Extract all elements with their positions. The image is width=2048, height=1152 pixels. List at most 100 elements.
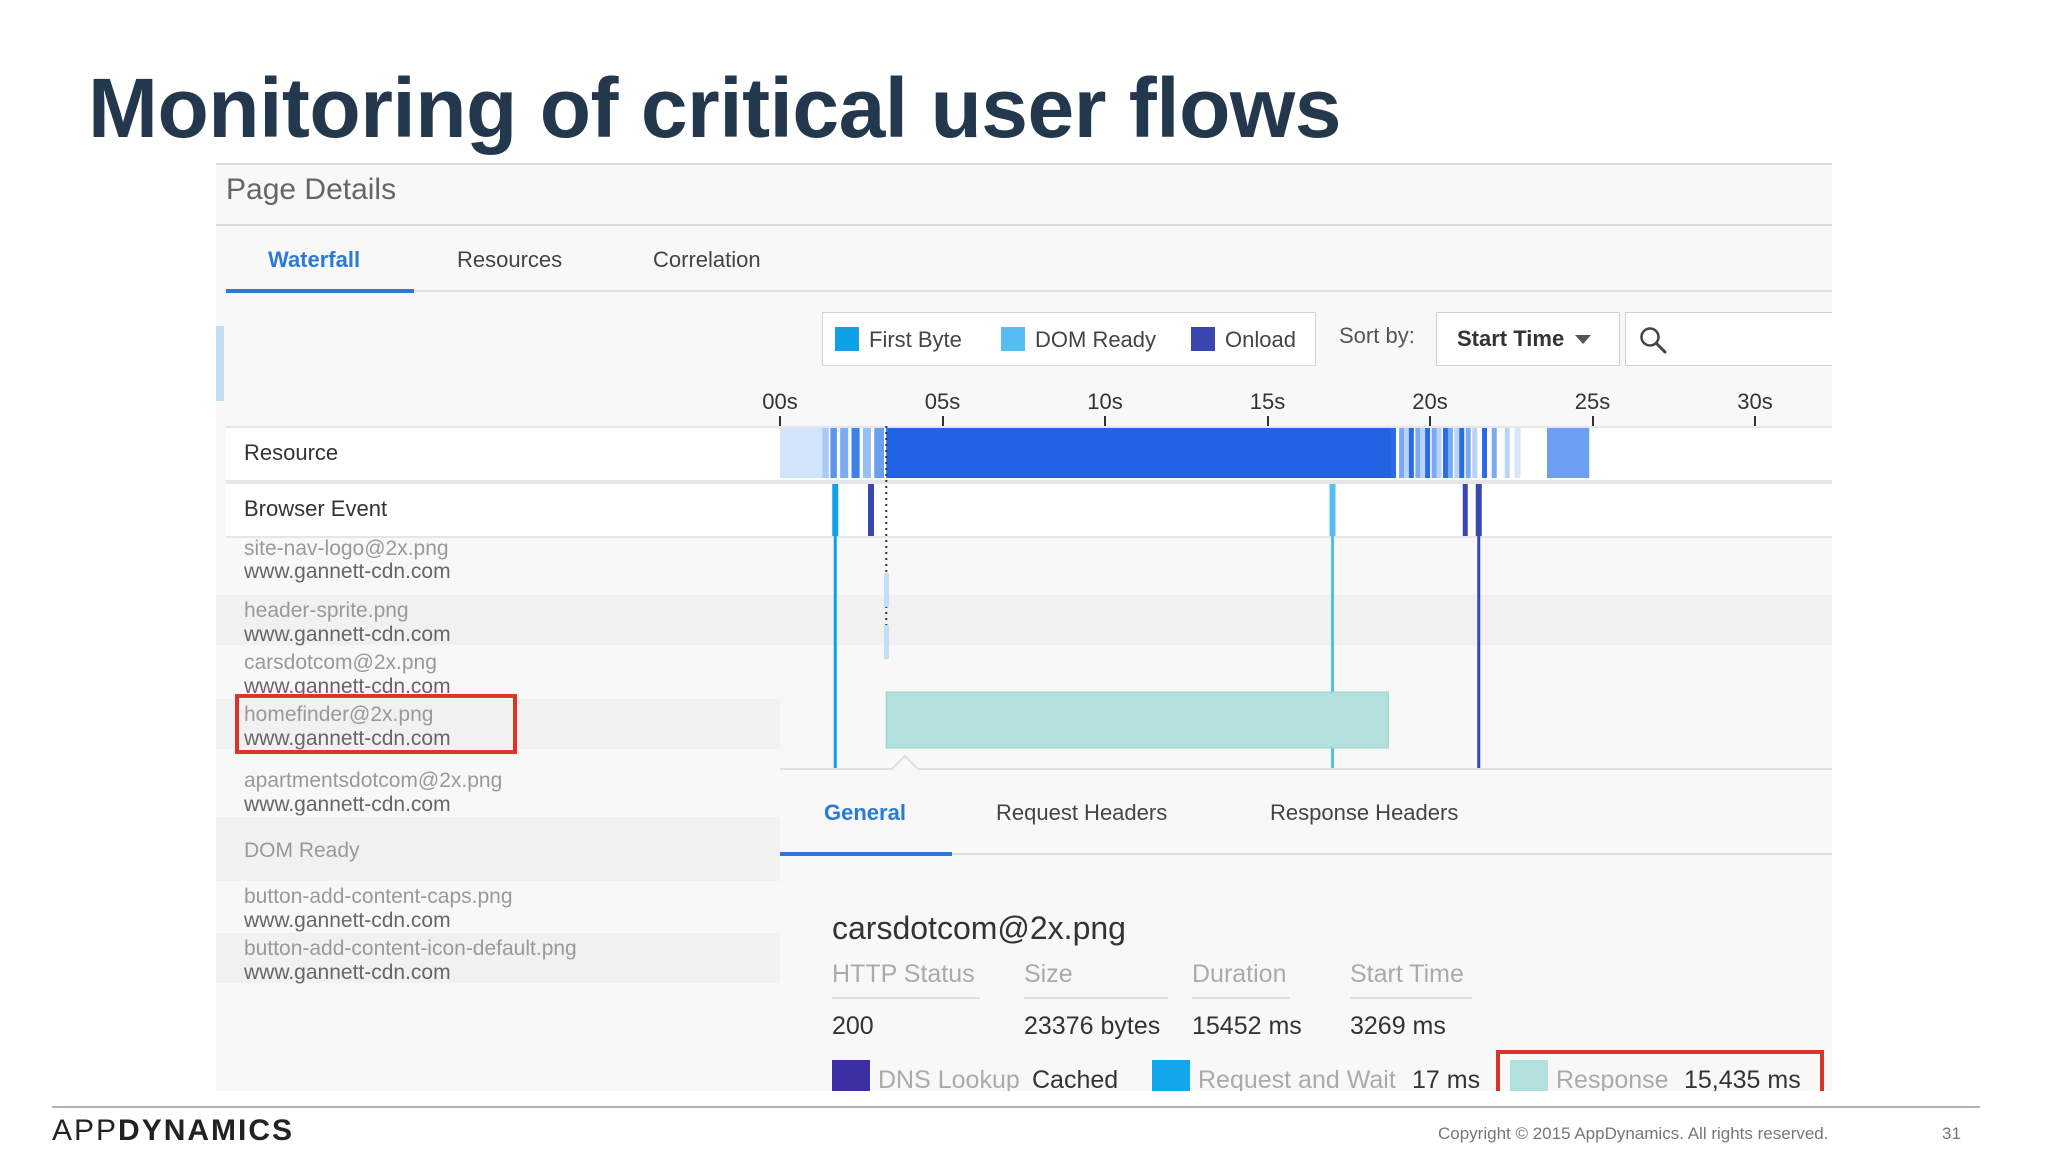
- tab-response-headers[interactable]: Response Headers: [1270, 800, 1459, 825]
- page-details-panel: Page Details Waterfall Resources Correla…: [216, 163, 1832, 1091]
- list-item[interactable]: DOM Ready: [216, 817, 780, 881]
- highlight-box-resource: [235, 694, 517, 754]
- duration-value: 15452 ms: [1192, 1012, 1302, 1040]
- axis-tick: [1104, 416, 1106, 426]
- search-input[interactable]: [1625, 312, 1832, 366]
- tab-request-headers[interactable]: Request Headers: [996, 800, 1168, 825]
- resource-bar-segment: [1491, 428, 1497, 478]
- tab-general[interactable]: General: [824, 800, 906, 825]
- axis-tick-label: 30s: [1737, 389, 1773, 414]
- copyright-text: Copyright © 2015 AppDynamics. All rights…: [1438, 1124, 1829, 1143]
- first-byte-marker: [832, 484, 839, 536]
- size-value: 23376 bytes: [1024, 1012, 1161, 1040]
- list-item[interactable]: apartmentsdotcom@2x.png www.gannett-cdn.…: [216, 765, 780, 816]
- resource-row-label: Resource: [244, 440, 339, 465]
- legend-dom-ready: DOM Ready: [1035, 327, 1157, 352]
- detail-title: carsdotcom@2x.png: [832, 910, 1126, 946]
- resource-bar-segment: [1447, 428, 1453, 478]
- detail-tabbar-divider: [780, 853, 1832, 855]
- resource-name: button-add-content-caps.png: [244, 885, 513, 908]
- size-header: Size: [1024, 960, 1168, 999]
- onload-marker: [1462, 484, 1468, 536]
- appdynamics-logo: APPDYNAMICS: [52, 1114, 294, 1148]
- timing-legend: First Byte DOM Ready Onload: [822, 312, 1316, 366]
- resource-request-bar: [884, 573, 889, 607]
- resource-name: button-add-content-icon-default.png: [244, 937, 577, 960]
- dom-ready-event-label: DOM Ready: [244, 839, 360, 862]
- resource-domain: www.gannett-cdn.com: [244, 909, 451, 932]
- resource-name: apartmentsdotcom@2x.png: [244, 769, 503, 792]
- list-item[interactable]: homefinder@2x.png www.gannett-cdn.com: [216, 699, 780, 750]
- resource-name: homefinder@2x.png: [244, 703, 434, 726]
- slide-title: Monitoring of critical user flows: [88, 61, 1341, 155]
- active-tab-indicator: [226, 289, 414, 293]
- onload-marker: [1475, 484, 1482, 536]
- search-icon[interactable]: [1638, 325, 1668, 355]
- resource-bar-segment: [862, 428, 871, 478]
- brand-bold: DYNAMICS: [118, 1114, 295, 1147]
- axis-tick: [1591, 416, 1594, 426]
- list-item[interactable]: header-sprite.png www.gannett-cdn.com: [216, 595, 1832, 646]
- dns-lookup-swatch: [832, 1060, 870, 1091]
- left-scroll-accent: [216, 326, 224, 401]
- tab-correlation[interactable]: Correlation: [653, 247, 761, 272]
- highlight-box-response: [1496, 1050, 1824, 1091]
- resource-bar-segment: [840, 428, 849, 478]
- resource-domain: www.gannett-cdn.com: [244, 675, 451, 698]
- resource-name: site-nav-logo@2x.png: [244, 537, 449, 560]
- axis-tick-label: 15s: [1249, 389, 1286, 414]
- axis-tick-label: 20s: [1412, 389, 1448, 414]
- browser-event-row-label: Browser Event: [244, 496, 388, 521]
- axis-tick: [941, 416, 944, 426]
- page-number: 31: [1942, 1124, 1961, 1143]
- sort-select[interactable]: Start Time: [1436, 312, 1620, 366]
- resource-bar-segment: [1443, 428, 1448, 478]
- http-status-header: HTTP Status: [832, 960, 980, 999]
- duration-header: Duration: [1192, 960, 1290, 999]
- panel-top-border: [216, 163, 1832, 165]
- request-wait-label: Request and Wait: [1198, 1066, 1396, 1091]
- list-item[interactable]: site-nav-logo@2x.png www.gannett-cdn.com: [216, 537, 1832, 593]
- resource-detail-pane: General Request Headers Response Headers…: [780, 754, 1832, 1091]
- onload-swatch: [1191, 327, 1215, 351]
- resource-bar-segment: [1399, 428, 1405, 478]
- axis-tick-label: 05s: [924, 389, 961, 414]
- tab-waterfall[interactable]: Waterfall: [268, 247, 361, 272]
- resource-bar-segment: [874, 428, 884, 478]
- response-swatch: [1510, 1060, 1548, 1091]
- resource-bar-segment: [886, 428, 1391, 478]
- footer-divider: [52, 1106, 1980, 1108]
- resource-bar-segment: [1404, 428, 1409, 478]
- resource-bar-segment: [1408, 428, 1414, 478]
- list-item[interactable]: carsdotcom@2x.png www.gannett-cdn.com: [216, 647, 1832, 698]
- resource-bar-segment: [1454, 428, 1460, 478]
- tab-resources[interactable]: Resources: [457, 247, 563, 272]
- chevron-down-icon: [1575, 335, 1591, 344]
- resource-bar-segment: [1436, 428, 1442, 478]
- panel-title-divider: [216, 224, 1832, 226]
- resource-domain: www.gannett-cdn.com: [244, 560, 451, 583]
- onload-marker: [868, 484, 874, 536]
- resource-bar-segment: [1420, 428, 1426, 478]
- http-status-value: 200: [832, 1012, 874, 1040]
- panel-title: Page Details: [226, 173, 397, 206]
- resource-bar-segment: [1465, 428, 1471, 478]
- list-item[interactable]: button-add-content-icon-default.png www.…: [216, 933, 780, 984]
- resource-name: carsdotcom@2x.png: [244, 651, 437, 674]
- resource-bar-segment: [1431, 428, 1437, 478]
- selected-resource-bar: [885, 691, 1389, 749]
- resource-domain: www.gannett-cdn.com: [244, 623, 451, 646]
- resource-bar-segment: [1391, 428, 1396, 478]
- waterfall-timeline: [780, 426, 1590, 768]
- resource-bar-segment: [1459, 428, 1465, 478]
- resource-bar-segment: [1482, 428, 1487, 478]
- axis-tick-label: 25s: [1574, 389, 1611, 414]
- list-item[interactable]: button-add-content-caps.png www.gannett-…: [216, 881, 780, 932]
- request-wait-value: 17 ms: [1412, 1066, 1481, 1091]
- resource-bar-segment: [1415, 428, 1421, 478]
- dom-ready-marker: [1329, 484, 1336, 536]
- legend-first-byte: First Byte: [869, 327, 962, 352]
- dom-ready-swatch: [1001, 327, 1025, 351]
- axis-tick-label: 10s: [1087, 389, 1123, 414]
- start-time-value: 3269 ms: [1350, 1012, 1446, 1040]
